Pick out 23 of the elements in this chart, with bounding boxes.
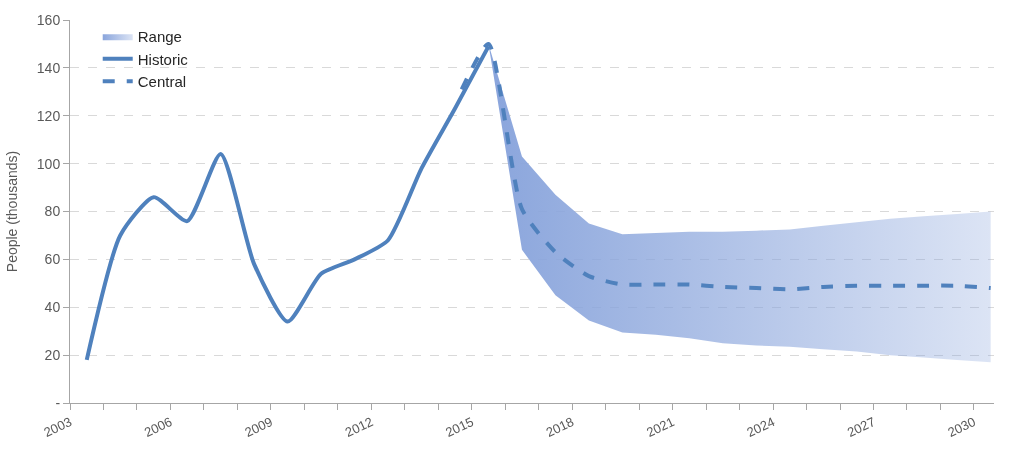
x-tick-label: 2009 — [242, 414, 275, 440]
legend-label: Historic — [137, 50, 189, 68]
legend-label: Central — [137, 73, 187, 91]
y-axis-title: People (thousands) — [4, 150, 21, 273]
legend-label: Range — [137, 28, 182, 46]
y-tick-label: 140 — [36, 59, 61, 76]
x-tick-label: 2015 — [443, 414, 476, 440]
x-tick-label: 2018 — [543, 414, 577, 440]
y-tick-label: 120 — [36, 107, 61, 124]
x-tick-label: 2027 — [844, 414, 878, 440]
x-tick-label: 2024 — [744, 414, 778, 440]
y-tick-label: 40 — [44, 299, 61, 316]
y-tick-label: 100 — [36, 155, 61, 172]
y-tick-label: - — [55, 394, 61, 411]
y-tick-label: 60 — [44, 251, 61, 268]
x-tick-label: 2006 — [141, 414, 175, 440]
y-tick-label: 20 — [44, 347, 61, 364]
x-tick-label: 2030 — [945, 414, 978, 440]
x-tick-label: 2003 — [41, 414, 75, 440]
y-tick-label: 160 — [36, 11, 61, 28]
y-tick-label: 80 — [44, 203, 61, 220]
x-tick-label: 2021 — [644, 414, 677, 440]
x-tick-label: 2012 — [342, 414, 376, 440]
